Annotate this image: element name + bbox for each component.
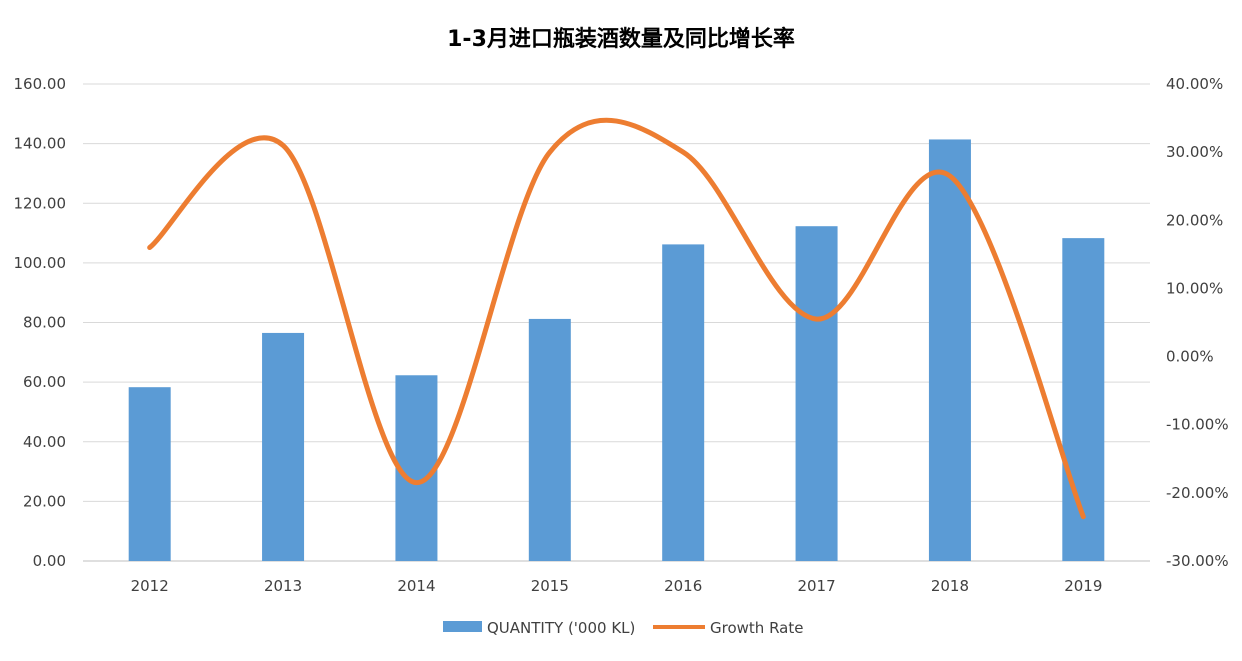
left-tick-label: 0.00 bbox=[33, 552, 66, 570]
bar-2014 bbox=[395, 375, 438, 561]
legend-swatch-quantity bbox=[443, 621, 482, 632]
gridlines bbox=[83, 83, 1150, 562]
growth-rate-line bbox=[147, 117, 1086, 520]
legend: QUANTITY ('000 KL) Growth Rate bbox=[443, 619, 803, 637]
left-tick-label: 60.00 bbox=[23, 373, 66, 391]
x-tick-label: 2018 bbox=[931, 577, 969, 595]
x-tick-label: 2015 bbox=[531, 577, 569, 595]
bar-2018 bbox=[928, 139, 971, 562]
left-tick-label: 160.00 bbox=[14, 75, 67, 93]
right-tick-label: 30.00% bbox=[1166, 143, 1223, 161]
x-tick-label: 2014 bbox=[397, 577, 435, 595]
legend-label-growth-rate: Growth Rate bbox=[710, 619, 803, 637]
x-tick-label: 2012 bbox=[131, 577, 169, 595]
x-tick-label: 2016 bbox=[664, 577, 702, 595]
x-axis-ticks: 2012 2013 2014 2015 2016 2017 2018 2019 bbox=[131, 577, 1103, 595]
left-tick-label: 100.00 bbox=[14, 254, 67, 272]
chart-title: 1-3月进口瓶装酒数量及同比增长率 bbox=[447, 26, 795, 52]
right-axis-ticks: -30.00% -20.00% -10.00% 0.00% 10.00% 20.00% 30… bbox=[1166, 75, 1229, 570]
quantity-bars bbox=[128, 139, 1105, 562]
right-tick-label: 20.00% bbox=[1166, 211, 1223, 229]
left-axis-ticks: 0.00 20.00 40.00 60.00 80.00 100.00 120.00 140.… bbox=[14, 75, 67, 570]
bar-2013 bbox=[262, 332, 305, 561]
right-tick-label: 40.00% bbox=[1166, 75, 1223, 93]
bar-2012 bbox=[128, 387, 171, 561]
growth-rate-line-group bbox=[147, 117, 1086, 520]
right-tick-label: -10.00% bbox=[1166, 416, 1229, 434]
left-tick-label: 20.00 bbox=[23, 492, 66, 510]
left-tick-label: 40.00 bbox=[23, 433, 66, 451]
x-tick-label: 2019 bbox=[1064, 577, 1102, 595]
bar-2015 bbox=[528, 318, 571, 561]
right-tick-label: -20.00% bbox=[1166, 484, 1229, 502]
right-tick-label: -30.00% bbox=[1166, 552, 1229, 570]
x-tick-label: 2013 bbox=[264, 577, 302, 595]
legend-label-quantity: QUANTITY ('000 KL) bbox=[487, 619, 635, 637]
left-tick-label: 140.00 bbox=[14, 135, 67, 153]
bar-2019 bbox=[1062, 238, 1105, 562]
left-tick-label: 120.00 bbox=[14, 194, 67, 212]
bar-2016 bbox=[662, 244, 705, 562]
bar-2017 bbox=[795, 226, 838, 561]
right-tick-label: 10.00% bbox=[1166, 279, 1223, 297]
left-tick-label: 80.00 bbox=[23, 314, 66, 332]
right-tick-label: 0.00% bbox=[1166, 348, 1214, 366]
x-tick-label: 2017 bbox=[797, 577, 835, 595]
